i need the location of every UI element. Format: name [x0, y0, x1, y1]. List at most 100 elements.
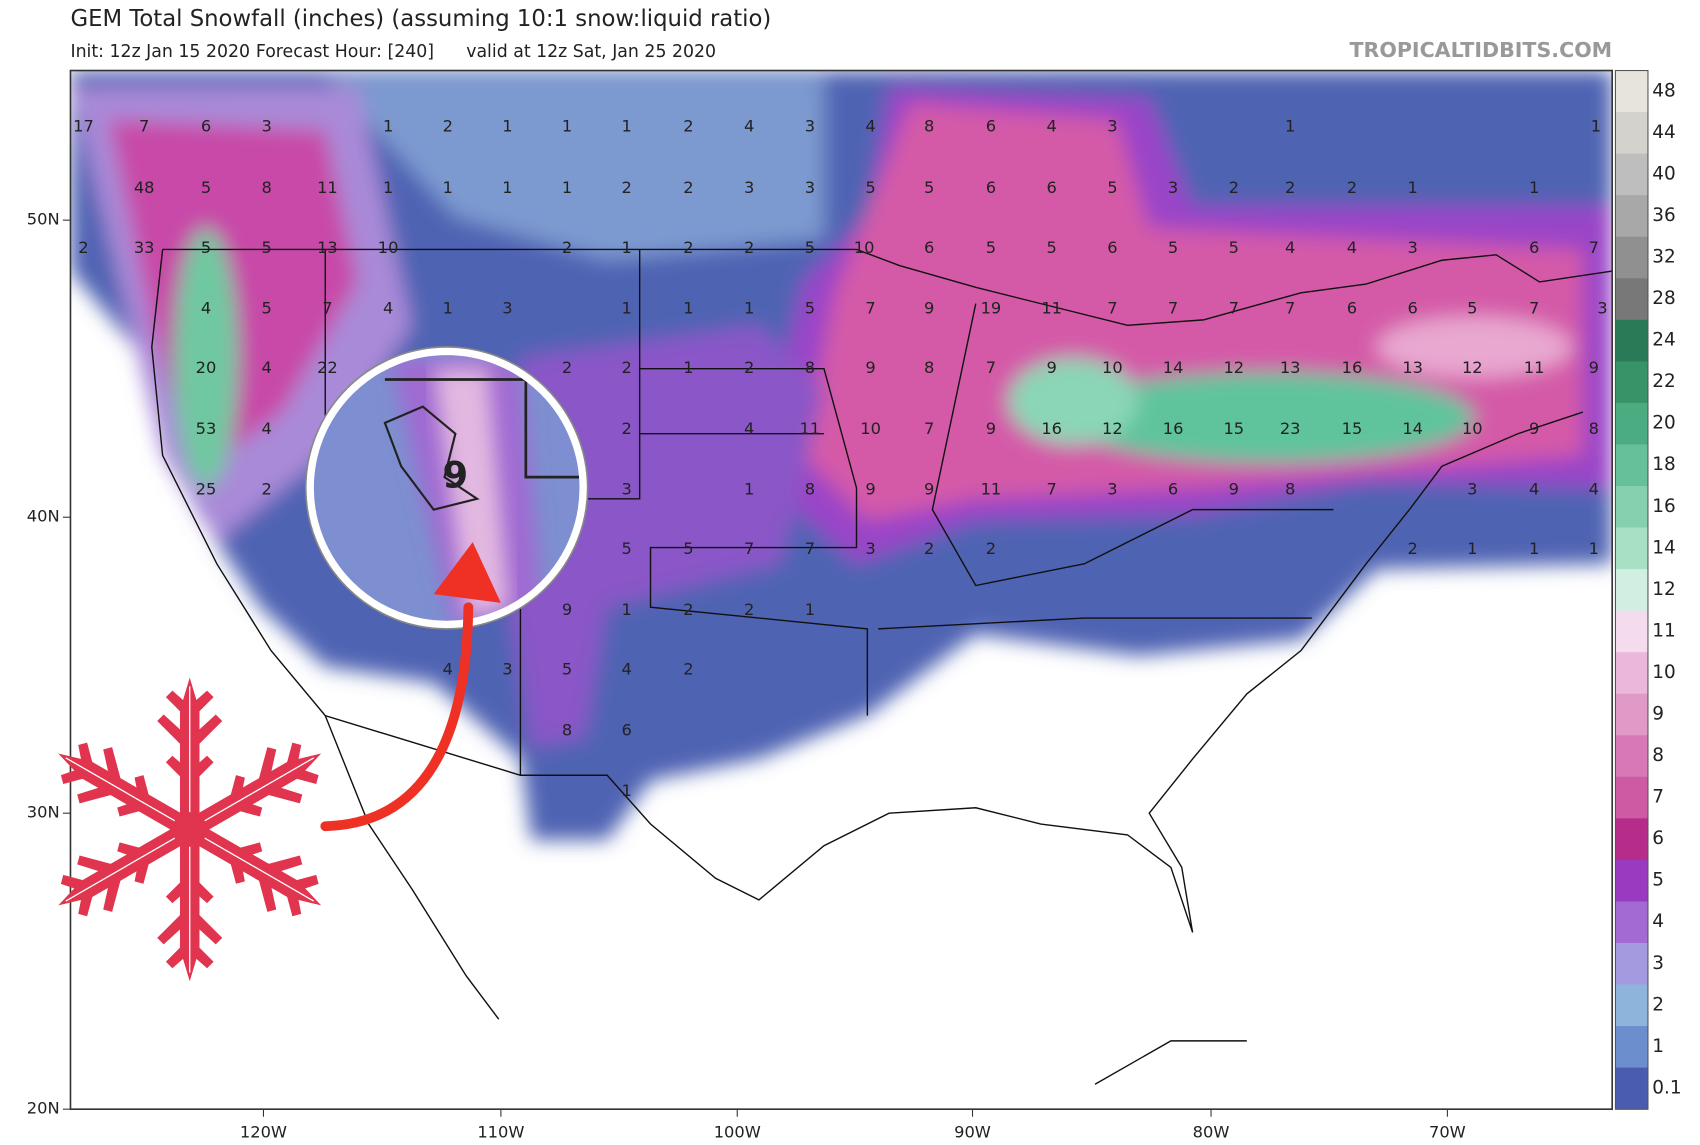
colorbar-label: 7 [1652, 787, 1664, 808]
init-time: Init: 12z Jan 15 2020 [70, 42, 250, 62]
contour-label: 6 [986, 116, 996, 135]
colorbar-swatch [1615, 610, 1648, 653]
colorbar-swatch [1615, 942, 1648, 986]
snow-field [70, 70, 1613, 841]
contour-label: 6 [924, 238, 934, 257]
colorbar-label: 44 [1652, 122, 1675, 143]
snowflake-branch [255, 855, 303, 912]
contour-label: 2 [621, 358, 631, 377]
contour-label: 2 [986, 539, 996, 558]
colorbar-swatch [1615, 569, 1648, 612]
colorbar-label: 12 [1652, 579, 1675, 600]
contour-label: 22 [317, 358, 338, 377]
snow-area [325, 75, 824, 261]
colorbar-label: 16 [1652, 496, 1675, 517]
lat-label: 20N [27, 1099, 60, 1118]
colorbar-swatch [1615, 776, 1648, 819]
contour-label: 7 [1046, 480, 1056, 499]
title: GEM Total Snowfall (inches) (assuming 10… [70, 6, 771, 32]
contour-label: 3 [1408, 238, 1418, 257]
contour-label: 1 [383, 178, 393, 197]
contour-label: 12 [1223, 358, 1244, 377]
contour-label: 7 [322, 299, 332, 318]
contour-label: 6 [986, 178, 996, 197]
colorbar-swatch [1615, 652, 1648, 695]
colorbar-label: 28 [1652, 288, 1675, 309]
contour-label: 1 [1529, 539, 1539, 558]
contour-label: 1 [502, 116, 512, 135]
colorbar-label: 2 [1652, 994, 1664, 1015]
contour-label: 5 [201, 238, 211, 257]
colorbar-label: 9 [1652, 703, 1664, 724]
snowflake-branch [283, 874, 319, 917]
colorbar-label: 0.1 [1652, 1077, 1681, 1098]
contour-label: 19 [981, 299, 1002, 318]
contour-label: 11 [800, 419, 821, 438]
contour-label: 9 [1229, 480, 1239, 499]
map: 17 7 6 3 1 2 1 1 1 2 4 3 4 8 6 4 3 1 148 5 8 11 1 1 1 1 2 2 3 3 5 5 6 6 5 3… [70, 70, 1613, 1085]
contour-label: 3 [1597, 299, 1607, 318]
snowflake-branch [117, 842, 153, 884]
contour-label: 4 [262, 419, 272, 438]
contour-label: 23 [1280, 419, 1301, 438]
lon-label: 120W [240, 1123, 287, 1142]
contour-label: 1 [744, 299, 754, 318]
contour-label: 33 [134, 238, 155, 257]
colorbar-swatch [1615, 527, 1648, 570]
colorbar-swatch [1615, 901, 1648, 944]
snowflake-branch [77, 855, 125, 912]
contour-label: 15 [1342, 419, 1363, 438]
contour-label: 4 [1589, 480, 1599, 499]
magnifier-ring [306, 347, 588, 629]
contour-label: 10 [860, 419, 881, 438]
contour-label: 1 [621, 238, 631, 257]
contour-label: 5 [1467, 299, 1477, 318]
colorbar-label: 6 [1652, 828, 1664, 849]
colorbar-swatch [1615, 153, 1648, 196]
contour-label: 53 [196, 419, 217, 438]
colorbar: 4844403632282422201816141211109876543210… [1614, 69, 1682, 1110]
colorbar-label: 24 [1652, 330, 1675, 351]
contour-label: 3 [621, 480, 631, 499]
colorbar-swatch [1615, 859, 1648, 902]
arrow [320, 602, 474, 832]
contour-label: 5 [262, 238, 272, 257]
colorbar-swatch [1615, 735, 1648, 778]
colorbar-swatch [1615, 236, 1648, 279]
contour-label: 6 [621, 720, 631, 739]
contour-label: 4 [744, 419, 754, 438]
contour-label: 6 [1347, 299, 1357, 318]
colorbar-swatch [1615, 444, 1648, 487]
colorbar-swatch [1615, 70, 1648, 113]
contour-label: 6 [1046, 178, 1056, 197]
contour-label: 9 [924, 480, 934, 499]
contour-label: 5 [1168, 238, 1178, 257]
contour-label: 1 [1529, 178, 1539, 197]
contour-label: 13 [317, 238, 338, 257]
contour-label: 48 [134, 178, 155, 197]
contour-label: 1 [805, 600, 815, 619]
contour-label: 1 [621, 116, 631, 135]
contour-label: 5 [1229, 238, 1239, 257]
snowflake-branch [255, 747, 303, 804]
contour-label: 7 [1229, 299, 1239, 318]
contour-label: 2 [924, 539, 934, 558]
contour-label: 2 [443, 116, 453, 135]
contour-label: 3 [805, 178, 815, 197]
contour-label: 3 [502, 299, 512, 318]
map-frame [69, 69, 1613, 1110]
colorbar-label: 1 [1652, 1036, 1664, 1057]
snow-area [1062, 371, 1475, 463]
contour-label: 5 [924, 178, 934, 197]
contour-label: 7 [1529, 299, 1539, 318]
contour-label: 4 [744, 116, 754, 135]
snowflake-arm [184, 821, 322, 917]
colorbar-swatch [1615, 278, 1648, 321]
colorbar-label: 36 [1652, 205, 1675, 226]
snowflake-vein [194, 831, 314, 902]
arrow-head [433, 542, 501, 603]
colorbar-label: 14 [1652, 537, 1675, 558]
contour-label: 4 [1285, 238, 1295, 257]
contour-label: 1 [443, 299, 453, 318]
snow-area [509, 325, 824, 749]
